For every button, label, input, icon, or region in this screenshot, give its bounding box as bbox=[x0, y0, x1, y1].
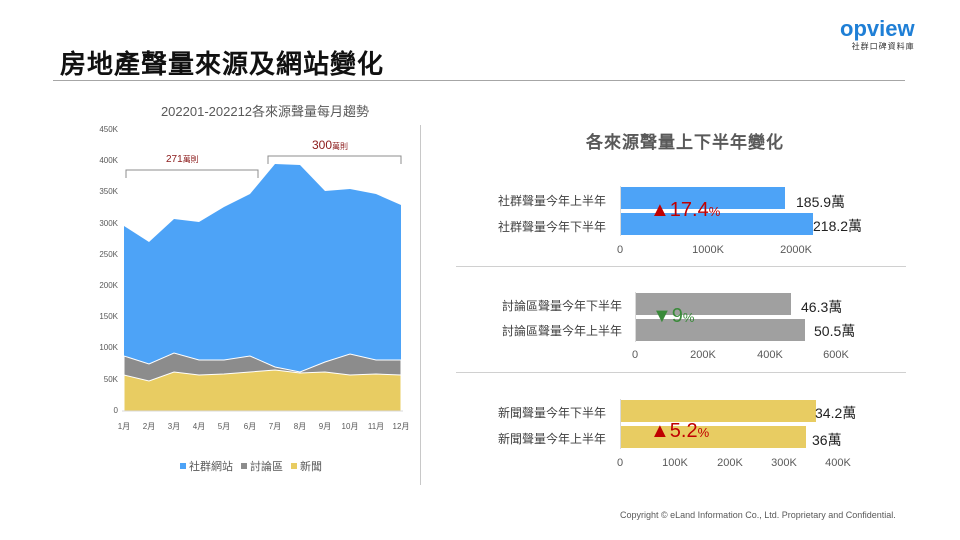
panel-separator bbox=[456, 266, 906, 267]
bar-axis-line bbox=[620, 186, 621, 236]
delta-number: 9 bbox=[671, 305, 683, 327]
bar-news-h1 bbox=[621, 426, 806, 448]
bar-category-label: 討論區聲量今年上半年 bbox=[501, 324, 622, 338]
logo-wordmark: opview bbox=[840, 16, 915, 41]
bar-axis-tick: 0 bbox=[616, 244, 624, 256]
bracket-first-number: 271 bbox=[166, 154, 183, 165]
y-tick: 150K bbox=[99, 312, 118, 321]
page-title: 房地產聲量來源及網站變化 bbox=[60, 49, 385, 79]
x-tick: 1月 bbox=[117, 422, 131, 431]
bar-category-label: 新聞聲量今年上半年 bbox=[497, 432, 606, 446]
copyright-footer: Copyright © eLand Information Co., Ltd. … bbox=[620, 510, 896, 520]
bar-axis-tick: 0 bbox=[616, 457, 624, 469]
bar-value-label: 218.2萬 bbox=[813, 218, 863, 234]
panel-divider bbox=[420, 125, 421, 485]
legend-item-social: 社群網站 bbox=[180, 458, 233, 474]
area-social bbox=[124, 164, 401, 411]
bar-axis-tick: 100K bbox=[662, 457, 688, 469]
bar-category-label: 社群聲量今年下半年 bbox=[497, 220, 606, 234]
area-chart-title: 202201-202212各來源聲量每月趨勢 bbox=[160, 104, 370, 119]
delta-unit: % bbox=[697, 425, 710, 440]
legend-item-news: 新聞 bbox=[291, 458, 322, 474]
bar-axis-tick: 400K bbox=[825, 457, 851, 469]
bar-news-h2 bbox=[621, 400, 816, 422]
bar-axis-tick: 200K bbox=[717, 457, 743, 469]
bar-value-label: 185.9萬 bbox=[796, 194, 846, 210]
y-tick: 250K bbox=[99, 250, 118, 259]
bracket-label-second-half: 300萬則 bbox=[312, 138, 348, 152]
area-news bbox=[123, 369, 402, 412]
bracket-second-half bbox=[267, 155, 402, 164]
bar-axis-tick: 400K bbox=[757, 349, 783, 361]
bar-axis-tick: 200K bbox=[690, 349, 716, 361]
delta-badge-news: ▲5.2% bbox=[650, 420, 709, 443]
delta-badge-social: ▲17.4% bbox=[650, 199, 720, 222]
bar-forum-h1 bbox=[636, 319, 805, 341]
bracket-second-number: 300 bbox=[312, 138, 333, 152]
x-tick: 3月 bbox=[167, 422, 181, 431]
bar-value-label: 46.3萬 bbox=[801, 299, 843, 315]
legend-item-forum: 討論區 bbox=[241, 458, 283, 474]
title-divider bbox=[53, 80, 905, 81]
bracket-label-first-half: 271萬則 bbox=[166, 154, 199, 165]
delta-number: 17.4 bbox=[669, 199, 709, 221]
delta-badge-forum: ▼9% bbox=[652, 305, 694, 328]
logo-subtitle: 社群口碑資料庫 bbox=[851, 42, 915, 51]
bar-value-label: 34.2萬 bbox=[815, 405, 857, 421]
square-swatch-gray-icon bbox=[241, 463, 247, 469]
bar-chart-title: 各來源聲量上下半年變化 bbox=[586, 133, 784, 152]
bar-forum-h2 bbox=[636, 293, 791, 315]
x-tick: 10月 bbox=[341, 422, 359, 431]
x-tick: 9月 bbox=[318, 422, 332, 431]
legend-label: 新聞 bbox=[300, 461, 322, 473]
bar-axis-line bbox=[620, 399, 621, 449]
y-tick: 450K bbox=[99, 125, 118, 134]
bar-axis-tick: 1000K bbox=[692, 244, 724, 256]
bar-value-label: 50.5萬 bbox=[814, 323, 856, 339]
delta-number: 5.2 bbox=[669, 420, 698, 442]
x-tick: 11月 bbox=[367, 422, 385, 431]
bar-axis-tick: 2000K bbox=[780, 244, 812, 256]
x-tick: 6月 bbox=[243, 422, 257, 431]
square-swatch-blue-icon bbox=[180, 463, 186, 469]
bar-axis-tick: 0 bbox=[631, 349, 639, 361]
bracket-first-unit: 萬則 bbox=[182, 155, 199, 164]
y-tick: 300K bbox=[99, 219, 118, 228]
bar-value-label: 36萬 bbox=[812, 432, 842, 448]
x-tick: 2月 bbox=[142, 422, 156, 431]
bar-axis-line bbox=[635, 292, 636, 342]
square-swatch-yellow-icon bbox=[291, 463, 297, 469]
bar-category-label: 新聞聲量今年下半年 bbox=[497, 406, 606, 420]
x-tick: 5月 bbox=[217, 422, 231, 431]
x-tick: 4月 bbox=[192, 422, 206, 431]
bar-category-label: 社群聲量今年上半年 bbox=[497, 194, 606, 208]
panel-separator bbox=[456, 372, 906, 373]
bar-category-label: 討論區聲量今年下半年 bbox=[501, 299, 622, 313]
y-tick: 50K bbox=[103, 375, 118, 384]
area-chart-legend: 社群網站 討論區 新聞 bbox=[180, 458, 322, 474]
bar-social-h1 bbox=[621, 187, 785, 209]
y-tick: 100K bbox=[99, 343, 118, 352]
legend-label: 社群網站 bbox=[189, 461, 233, 473]
delta-unit: % bbox=[682, 310, 695, 325]
bar-social-h2 bbox=[621, 213, 813, 235]
y-tick: 200K bbox=[99, 281, 118, 290]
delta-unit: % bbox=[708, 204, 721, 219]
bracket-first-half bbox=[125, 169, 259, 178]
triangle-down-icon: ▼ bbox=[652, 305, 672, 327]
x-tick: 7月 bbox=[268, 422, 282, 431]
legend-label: 討論區 bbox=[250, 461, 283, 473]
bar-axis-tick: 300K bbox=[771, 457, 797, 469]
x-tick: 12月 bbox=[392, 422, 410, 431]
bracket-second-unit: 萬則 bbox=[332, 142, 349, 151]
x-tick: 8月 bbox=[293, 422, 307, 431]
opview-logo: opview 社群口碑資料庫 bbox=[840, 18, 915, 52]
stacked-area-plot bbox=[122, 155, 403, 412]
y-tick: 400K bbox=[99, 156, 118, 165]
y-tick: 350K bbox=[99, 187, 118, 196]
bar-axis-tick: 600K bbox=[823, 349, 849, 361]
y-tick: 0 bbox=[113, 406, 118, 415]
triangle-up-icon: ▲ bbox=[650, 199, 670, 221]
triangle-up-icon: ▲ bbox=[650, 420, 670, 442]
